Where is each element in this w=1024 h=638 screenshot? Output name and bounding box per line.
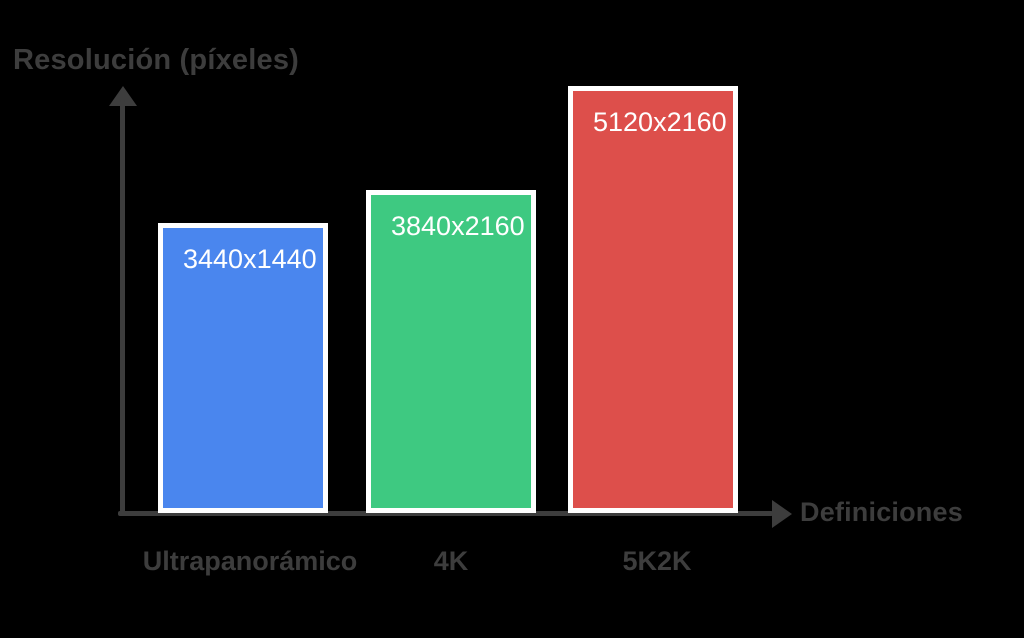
bar-value-label: 5120x2160 xyxy=(593,107,727,137)
category-label-ultrapanoramic: Ultrapanorámico xyxy=(142,546,358,576)
bar-4k: 3840x2160 xyxy=(366,190,536,513)
bar-ultrapanoramic: 3440x1440 xyxy=(158,223,328,513)
bar-5k2k: 5120x2160 xyxy=(568,86,738,513)
bar-value-label: 3840x2160 xyxy=(391,211,525,241)
category-label-4k: 4K xyxy=(433,546,469,576)
category-label-5k2k: 5K2K xyxy=(622,546,692,576)
bar-value-label: 3440x1440 xyxy=(183,244,317,274)
x-axis-line xyxy=(118,511,773,516)
y-axis-line xyxy=(120,100,125,515)
y-axis-arrow-up-icon xyxy=(109,86,137,106)
y-axis-title: Resolución (píxeles) xyxy=(13,44,300,76)
x-axis-arrow-right-icon xyxy=(772,500,792,528)
x-axis-title: Definiciones xyxy=(800,497,963,527)
